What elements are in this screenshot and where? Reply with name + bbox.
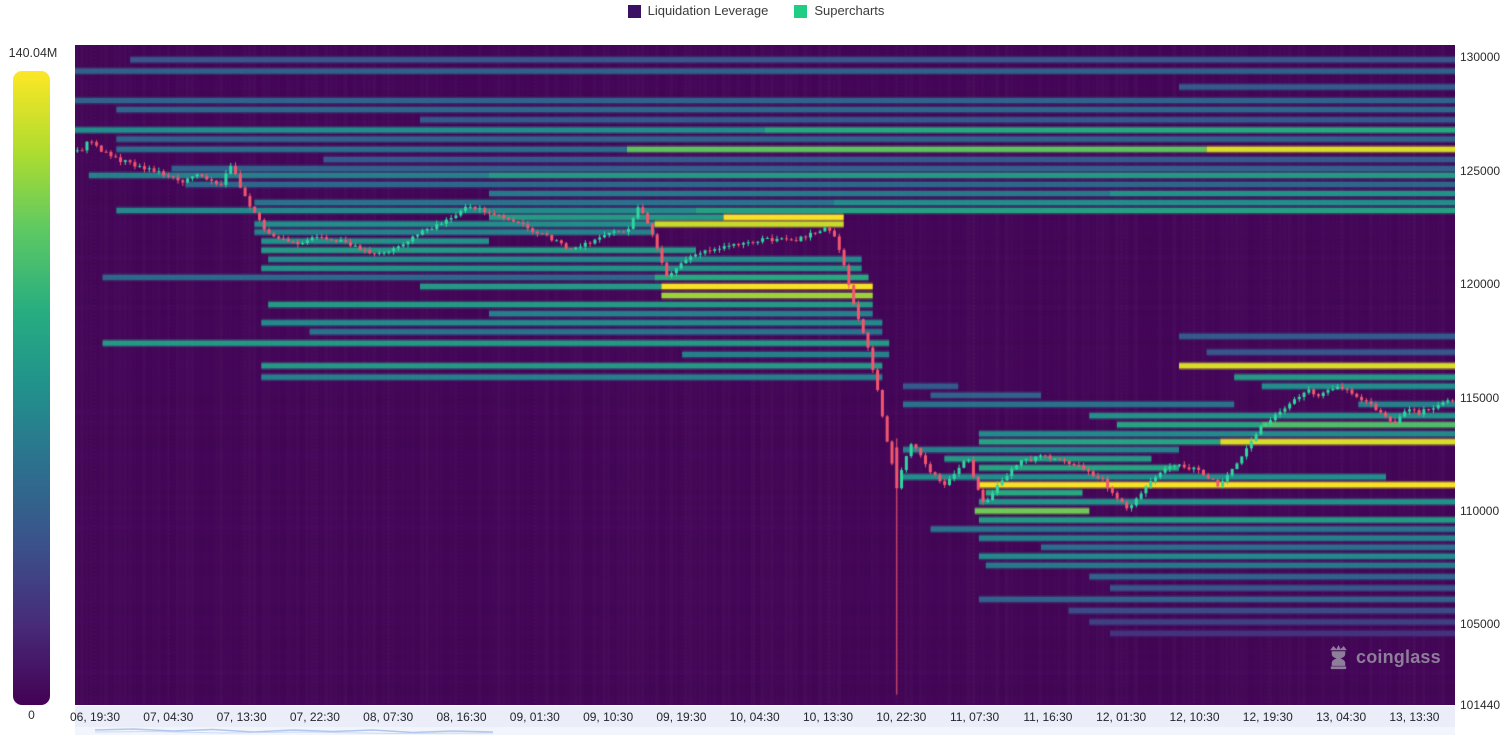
- y-axis-tick: 105000: [1460, 617, 1501, 632]
- chart-navigator-scrollbar[interactable]: [75, 727, 1455, 735]
- x-axis-tick: 10, 22:30: [876, 710, 927, 724]
- y-axis-tick: 130000: [1460, 50, 1501, 65]
- x-axis-tick: 07, 22:30: [289, 710, 340, 724]
- x-axis-tick: 11, 07:30: [950, 710, 1000, 724]
- x-axis-tick: 12, 10:30: [1169, 710, 1220, 724]
- x-axis-tick: 07, 04:30: [143, 710, 194, 724]
- chart-legend: Liquidation Leverage Supercharts: [0, 3, 1512, 19]
- x-axis-tick: 12, 01:30: [1096, 710, 1147, 724]
- x-axis-tick: 09, 19:30: [656, 710, 707, 724]
- y-axis-tick: 101440: [1460, 698, 1501, 712]
- x-axis-tick: 11, 16:30: [1023, 710, 1073, 724]
- legend-swatch-icon: [794, 4, 808, 18]
- x-axis-tick: 09, 01:30: [509, 710, 560, 724]
- legend-item-1[interactable]: Supercharts: [794, 3, 884, 19]
- colorbar-max-label: 140.04M: [8, 46, 58, 60]
- x-axis-tick: 08, 07:30: [363, 710, 414, 724]
- legend-item-0[interactable]: Liquidation Leverage: [627, 3, 769, 19]
- y-axis-tick: 125000: [1460, 163, 1501, 178]
- legend-label: Supercharts: [814, 3, 885, 18]
- x-axis-tick: 10, 13:30: [802, 710, 854, 724]
- x-axis-tick: 06, 19:30: [69, 710, 121, 724]
- colorbar-min-label: 0: [28, 708, 35, 722]
- navigator-preview-line: [94, 728, 494, 735]
- y-axis-tick: 120000: [1460, 277, 1501, 292]
- price-axis[interactable]: 130000 125000 120000 115000 110000 105000 1014…: [1460, 0, 1512, 735]
- y-axis-tick: 115000: [1460, 390, 1500, 405]
- y-axis-tick: 110000: [1460, 503, 1500, 518]
- x-axis-tick: 10, 04:30: [729, 710, 780, 724]
- x-axis-tick: 09, 10:30: [583, 710, 634, 724]
- legend-swatch-icon: [627, 4, 641, 18]
- colorbar: [13, 71, 50, 705]
- x-axis-tick: 12, 19:30: [1242, 710, 1293, 724]
- heatmap-candlestick-canvas[interactable]: [75, 45, 1455, 705]
- x-axis-tick: 13, 13:30: [1389, 710, 1440, 724]
- x-axis-tick: 08, 16:30: [436, 710, 487, 724]
- time-axis[interactable]: 06, 19:30 07, 04:30 07, 13:30 07, 22:30 08, …: [0, 708, 1512, 727]
- x-axis-tick: 13, 04:30: [1316, 710, 1367, 724]
- x-axis-background: [75, 706, 1455, 727]
- x-axis-tick: 07, 13:30: [216, 710, 267, 724]
- legend-label: Liquidation Leverage: [647, 3, 769, 18]
